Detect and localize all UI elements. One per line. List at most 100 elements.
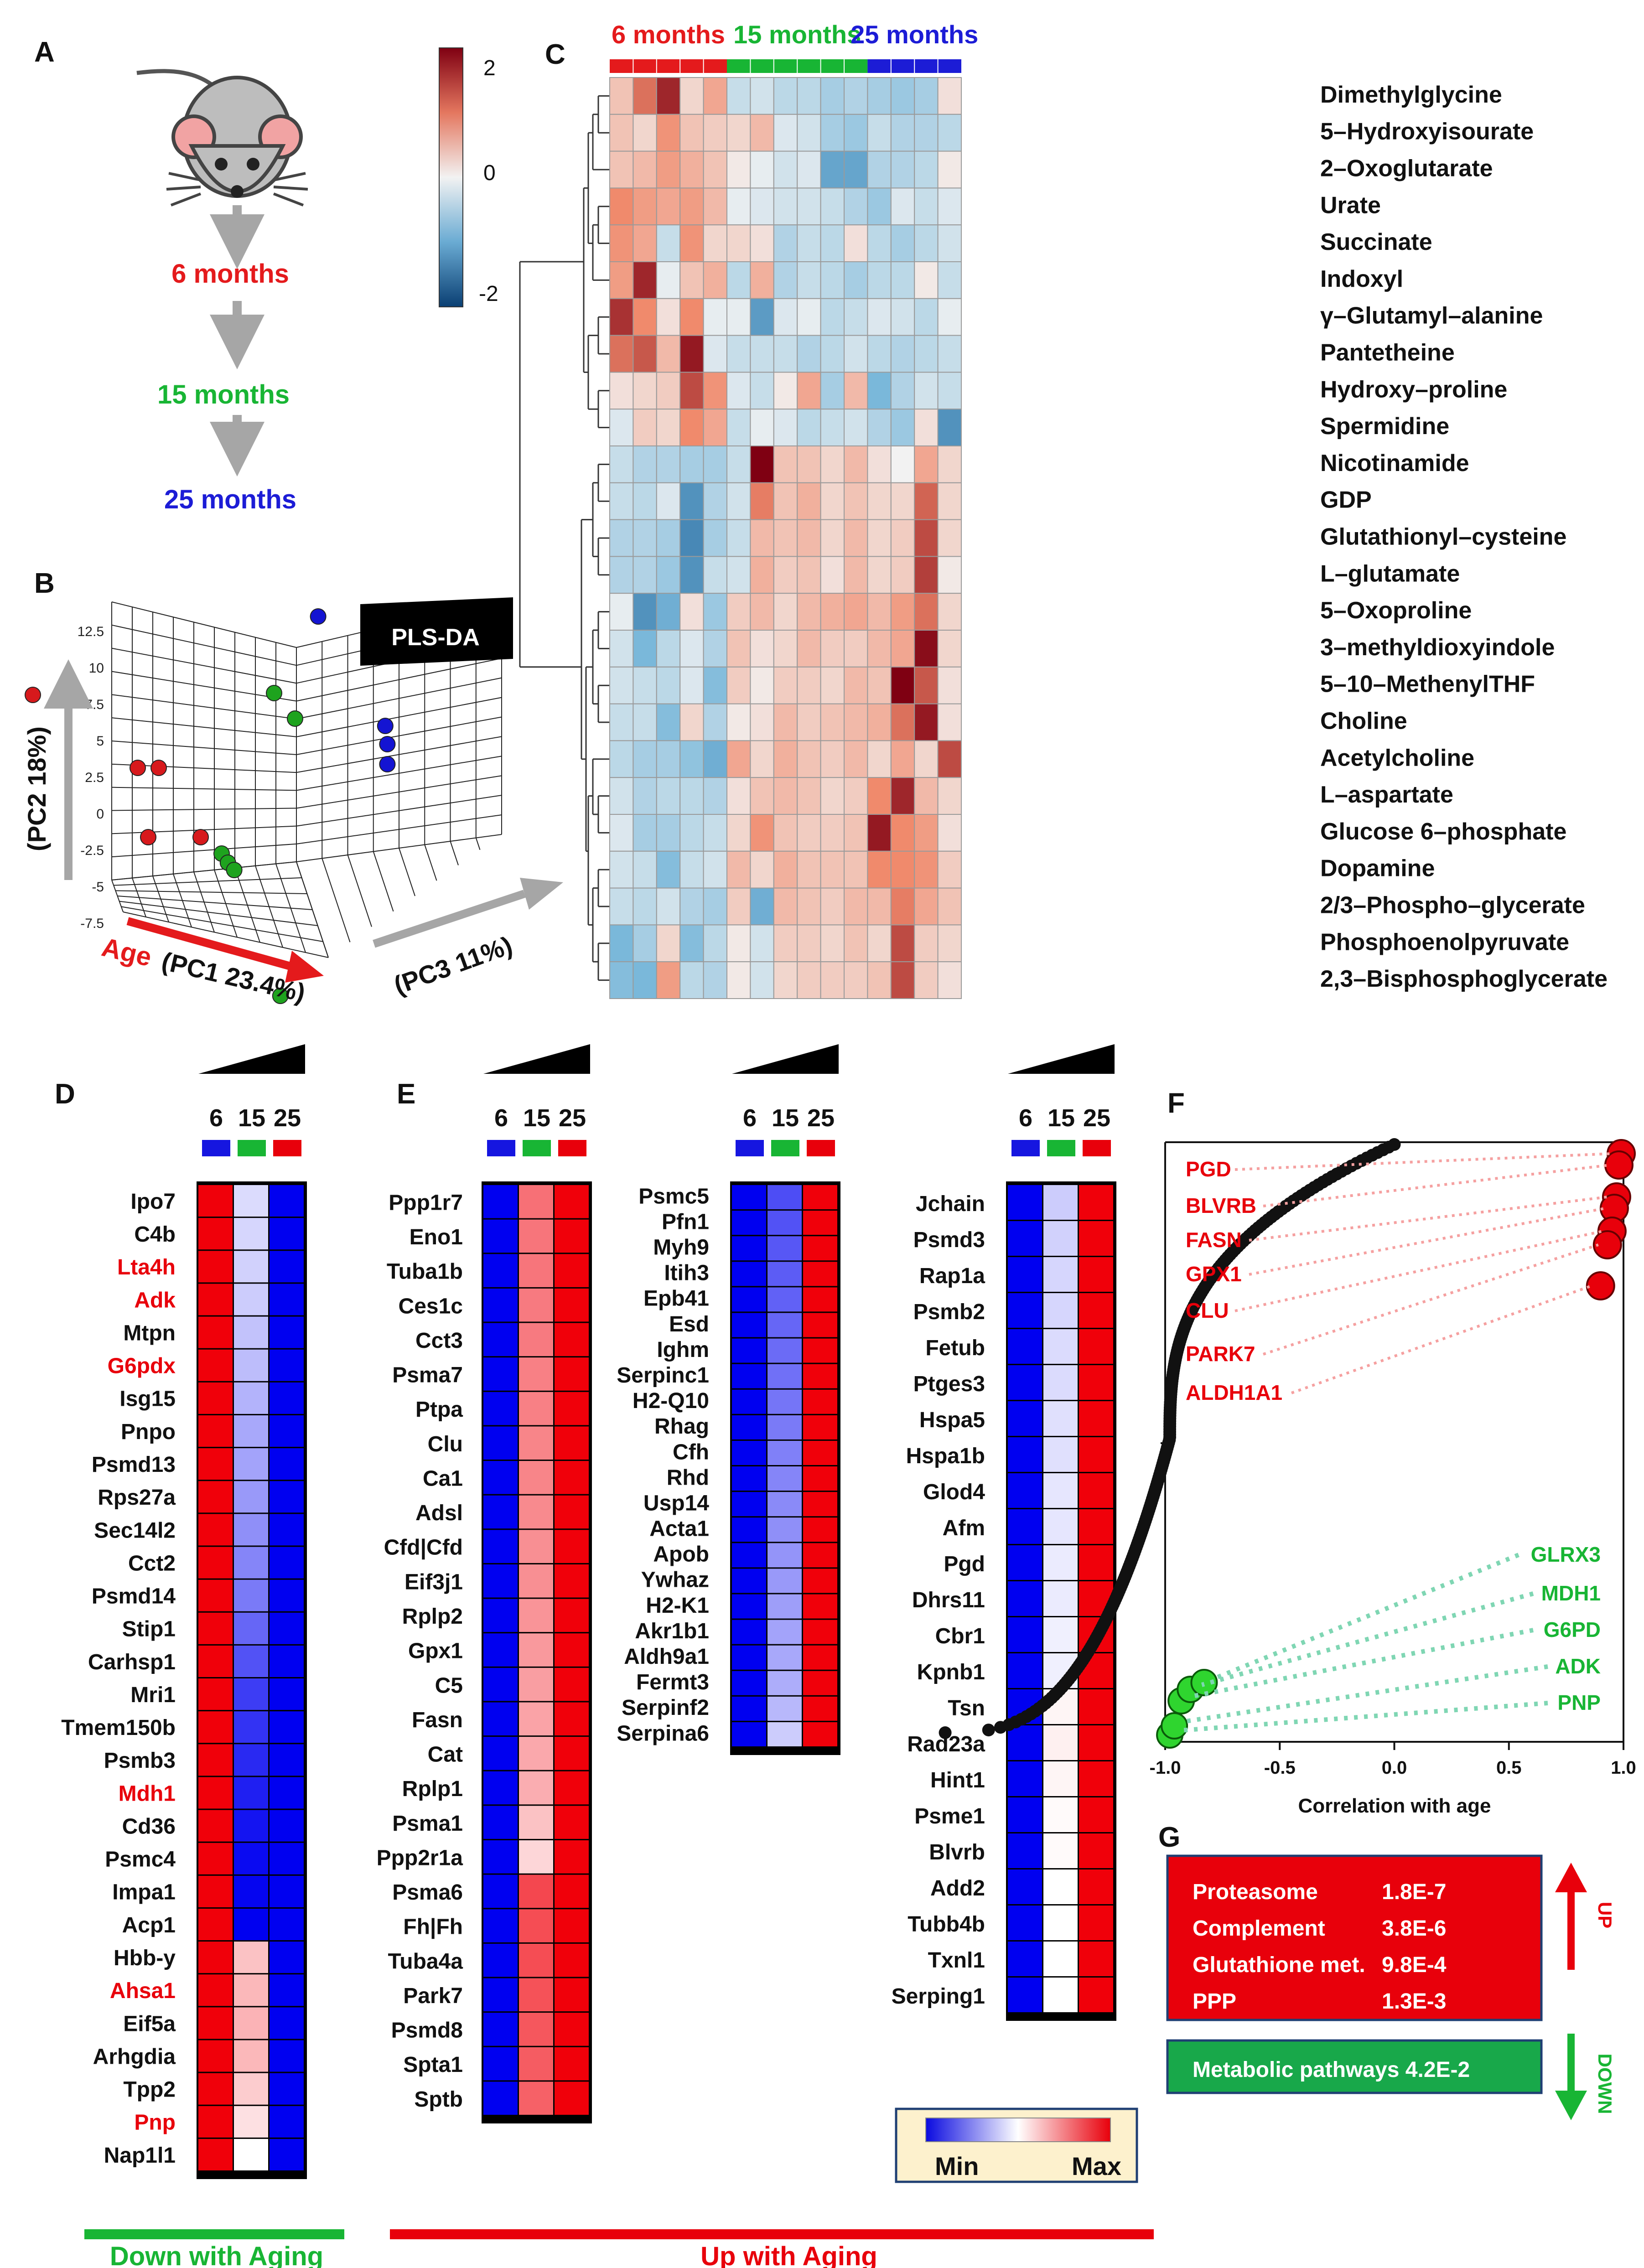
heatmap-cell	[937, 298, 962, 336]
gene-cell	[198, 1218, 233, 1250]
heatmap-cell	[820, 261, 845, 299]
gene-cell	[732, 1389, 766, 1414]
heatmap-cell	[797, 261, 821, 299]
gene-cell	[732, 1185, 766, 1210]
heatmap-cell	[914, 298, 939, 336]
gene-cell	[768, 1262, 802, 1286]
heatmap-cell	[820, 372, 845, 410]
gene-cell	[270, 1185, 304, 1217]
heatmap-cell	[609, 703, 634, 741]
up-gene-label: PARK7	[1186, 1342, 1255, 1366]
panel-c-letter: C	[545, 39, 565, 70]
age-wedge	[483, 1044, 590, 1074]
gene-label: Cfd|Cfd	[384, 1536, 463, 1560]
gene-cell	[803, 1313, 837, 1337]
gene-cell	[1008, 1185, 1042, 1220]
gene-cell	[198, 1744, 233, 1776]
gene-cell	[1008, 1329, 1042, 1364]
heatmap-cell	[703, 519, 727, 557]
gene-cell	[270, 1579, 304, 1611]
gene-cell	[234, 1678, 268, 1710]
gene-label: Serpinc1	[617, 1363, 709, 1388]
gene-cell	[768, 1185, 802, 1210]
heatmap-cell	[750, 372, 774, 410]
heatmap-cell	[633, 261, 657, 299]
heatmap-cell	[937, 335, 962, 373]
gene-cell	[234, 1711, 268, 1743]
heatmap-cell	[609, 740, 634, 778]
gene-cell	[234, 1579, 268, 1611]
gene-cell	[1043, 1257, 1078, 1292]
heatmap-cell	[773, 814, 798, 852]
heatmap-cell	[609, 150, 634, 189]
heatmap-cell	[750, 924, 774, 963]
gene-label: Psma7	[392, 1363, 463, 1388]
gene-cell	[555, 1771, 589, 1805]
gene-label: Eif5a	[123, 2012, 176, 2036]
heatmap-cell	[679, 961, 704, 999]
legend-max: Max	[1072, 2152, 1121, 2180]
gene-cell	[270, 1645, 304, 1677]
up-gene-point	[1592, 1230, 1622, 1259]
heatmap-cell	[890, 961, 915, 999]
panel-e-letter: E	[397, 1078, 415, 1110]
pathway-name: Complement	[1193, 1916, 1325, 1941]
heatmap-cell	[797, 961, 821, 999]
heatmap-cell	[914, 666, 939, 704]
gene-label: Psma1	[392, 1812, 463, 1836]
heatmap-color-scale	[439, 47, 463, 307]
gene-label: Kpnb1	[917, 1660, 985, 1684]
gene-label: Rhd	[667, 1465, 709, 1490]
metabolite-label: GDP	[1320, 487, 1372, 513]
gene-cell	[555, 1599, 589, 1632]
gene-cell	[803, 1236, 837, 1261]
heatmap-cell	[656, 740, 681, 778]
gene-label: Eno1	[410, 1225, 463, 1249]
gene-cell	[270, 1349, 304, 1381]
heatmap-cell	[937, 114, 962, 152]
gene-cell	[270, 1711, 304, 1743]
gene-cell	[483, 1840, 518, 1874]
up-pathways-box	[1166, 1854, 1543, 2021]
heatmap-cell	[844, 519, 868, 557]
heatmap-cell	[750, 335, 774, 373]
heatmap-cell	[867, 114, 892, 152]
gene-cell	[270, 1251, 304, 1283]
gene-cell	[1008, 1761, 1042, 1796]
x-tick: 0.0	[1382, 1758, 1407, 1778]
pls-da-x-axis-label: (PC1 23.4%)	[159, 947, 308, 1007]
down-gene-label: GLRX3	[1531, 1543, 1601, 1566]
gene-cell	[519, 1874, 553, 1908]
heatmap-cell	[633, 150, 657, 189]
heatmap-cell	[890, 187, 915, 226]
heatmap-cell	[820, 556, 845, 594]
heatmap-cell	[797, 703, 821, 741]
panel-e-heatmap-1: 6 15 25 Ppp1r7 Eno1 Tuba1b Ces1c Cct3 Psma7 Ptpa C…	[377, 1044, 592, 2123]
heatmap-cell	[656, 150, 681, 189]
heatmap-cell	[844, 850, 868, 889]
pls-da-y-axis-label: (PC2 18%)	[22, 726, 51, 851]
heatmap-cell	[609, 630, 634, 668]
up-with-aging-label: Up with Aging	[700, 2242, 877, 2268]
metabolite-label: 2–Oxoglutarate	[1320, 155, 1493, 182]
heatmap-cell	[867, 740, 892, 778]
heatmap-cell	[679, 887, 704, 926]
gene-cell	[732, 1517, 766, 1542]
heatmap-cell	[890, 740, 915, 778]
gene-cell	[198, 1382, 233, 1414]
y-tick: 10	[89, 661, 104, 676]
age-wedge	[732, 1044, 839, 1074]
gene-cell	[519, 1254, 553, 1287]
heatmap-cell	[633, 298, 657, 336]
gene-cell	[270, 2073, 304, 2105]
heatmap-cell	[867, 593, 892, 631]
metabolite-label: Pantetheine	[1320, 340, 1455, 366]
metabolite-label: Dopamine	[1320, 855, 1435, 882]
gene-cell	[198, 2040, 233, 2072]
heatmap-cell	[703, 372, 727, 410]
heatmap-cell	[773, 372, 798, 410]
gene-cell	[519, 1219, 553, 1253]
gene-cell	[198, 1415, 233, 1447]
gene-cell	[1008, 1617, 1042, 1652]
heatmap-cell	[679, 740, 704, 778]
